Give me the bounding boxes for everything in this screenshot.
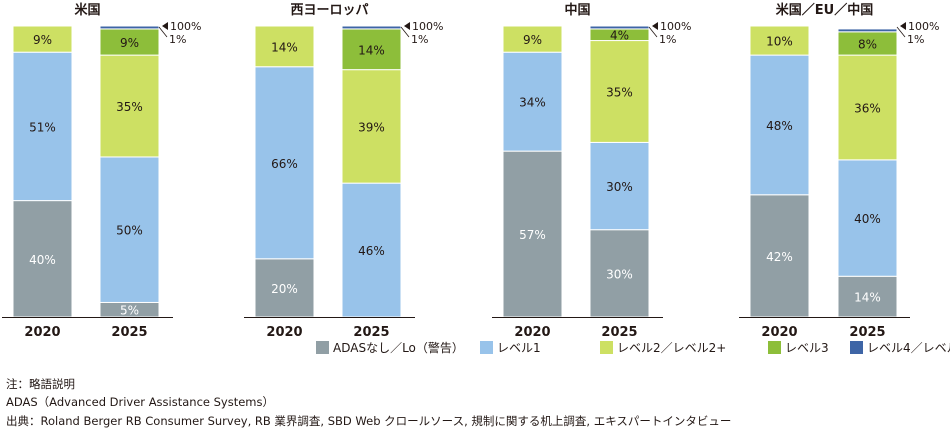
data-label: 35% (116, 100, 143, 114)
data-label: 40% (29, 253, 56, 267)
data-label: 4% (610, 29, 629, 43)
bar-segment-none-lo (589, 229, 650, 318)
data-label: 39% (358, 120, 385, 134)
bar-segment-level1 (341, 182, 402, 318)
bar-segment-level1 (99, 156, 160, 303)
bar-segment-level2 (254, 25, 315, 68)
data-label: 5% (120, 304, 139, 318)
total-label: 100% (660, 20, 691, 33)
data-label: 14% (358, 43, 385, 57)
panel-title: 西ヨーロッパ (290, 3, 368, 18)
bar-segment-level2 (99, 54, 160, 158)
data-label: 48% (766, 119, 793, 133)
bar-segment-none-lo (12, 200, 73, 318)
x-tick-label: 2020 (266, 325, 302, 340)
data-label: 57% (519, 228, 546, 242)
bar-segment-level45 (341, 25, 402, 30)
data-label: 35% (606, 85, 633, 99)
x-tick-label: 2025 (111, 325, 147, 340)
leader-line (648, 26, 658, 38)
legend-swatch-level45 (850, 341, 863, 354)
data-label: 50% (116, 224, 143, 238)
legend-label: レベル3 (785, 341, 829, 355)
leader-line (896, 26, 906, 38)
bar-segment-level1 (837, 159, 898, 277)
total-label: 100% (908, 20, 939, 33)
total-label: 100% (412, 20, 443, 33)
source-text: 出典：Roland Berger RB Consumer Survey, RB … (6, 414, 732, 428)
data-label-top: 1% (169, 33, 186, 46)
bar-segment-level45 (837, 28, 898, 33)
data-label: 51% (29, 120, 56, 134)
bar-segment-level1 (749, 54, 810, 196)
panel-title: 中国 (564, 2, 590, 18)
data-label: 46% (358, 244, 385, 258)
note-heading: 注：略語説明 (6, 377, 75, 391)
legend-label: レベル4／レベル5 (867, 341, 950, 355)
leader-line (400, 26, 410, 38)
bar-segment-level3 (99, 28, 160, 56)
data-label: 40% (854, 212, 881, 226)
legend-swatch-level1 (480, 341, 493, 354)
legend-label: レベル2／レベル2+ (617, 341, 726, 355)
bar-segment-level3 (341, 28, 402, 71)
legend-label: レベル1 (497, 341, 541, 355)
data-label: 9% (523, 33, 542, 47)
data-label-top: 1% (411, 33, 428, 46)
x-tick-label: 2020 (761, 325, 797, 340)
x-tick-label: 2025 (849, 325, 885, 340)
bar-segment-level45 (589, 25, 650, 30)
data-label: 42% (766, 250, 793, 264)
legend-label: ADASなし／Lo（警告） (333, 340, 464, 355)
bar-segment-none-lo (837, 275, 898, 318)
data-label: 8% (858, 37, 877, 51)
bar-segment-level1 (254, 66, 315, 260)
bar-segment-none-lo (749, 194, 810, 318)
data-label: 9% (33, 33, 52, 47)
x-tick-label: 2020 (514, 325, 550, 340)
bar-segment-level2 (502, 25, 563, 53)
bar-segment-level1 (12, 51, 73, 202)
bar-segment-level2 (749, 25, 810, 56)
total-marker (404, 22, 410, 30)
bar-segment-none-lo (502, 150, 563, 318)
panel-title: 米国 (74, 2, 100, 18)
bar-segment-none-lo (254, 258, 315, 318)
bar-segment-level2 (589, 40, 650, 143)
total-marker (900, 22, 906, 30)
x-tick-label: 2020 (24, 325, 60, 340)
panel-title: 米国／EU／中国 (776, 2, 873, 18)
bar-segment-level2 (341, 69, 402, 184)
x-tick-label: 2025 (601, 325, 637, 340)
legend-swatch-none-lo (316, 341, 329, 354)
total-marker (162, 22, 168, 30)
data-label-top: 1% (659, 33, 676, 46)
bar-segment-level1 (589, 141, 650, 231)
total-marker (652, 22, 658, 30)
x-tick-label: 2025 (353, 325, 389, 340)
legend-swatch-level2 (600, 341, 613, 354)
data-label: 14% (854, 291, 881, 305)
bar-segment-level2 (12, 25, 73, 53)
data-label: 20% (271, 282, 298, 296)
data-label: 9% (120, 36, 139, 50)
data-label: 14% (271, 40, 298, 54)
leader-line (158, 26, 168, 38)
data-label: 30% (606, 180, 633, 194)
data-label-top: 1% (907, 33, 924, 46)
data-label: 34% (519, 96, 546, 110)
total-label: 100% (170, 20, 201, 33)
data-label: 30% (606, 267, 633, 281)
data-label: 36% (854, 101, 881, 115)
note-abbreviation: ADAS（Advanced Driver Assistance Systems） (6, 395, 274, 409)
bar-segment-level2 (837, 54, 898, 161)
data-label: 10% (766, 35, 793, 49)
bar-segment-level45 (99, 25, 160, 30)
legend-swatch-level3 (768, 341, 781, 354)
bar-segment-level1 (502, 51, 563, 152)
data-label: 66% (271, 157, 298, 171)
